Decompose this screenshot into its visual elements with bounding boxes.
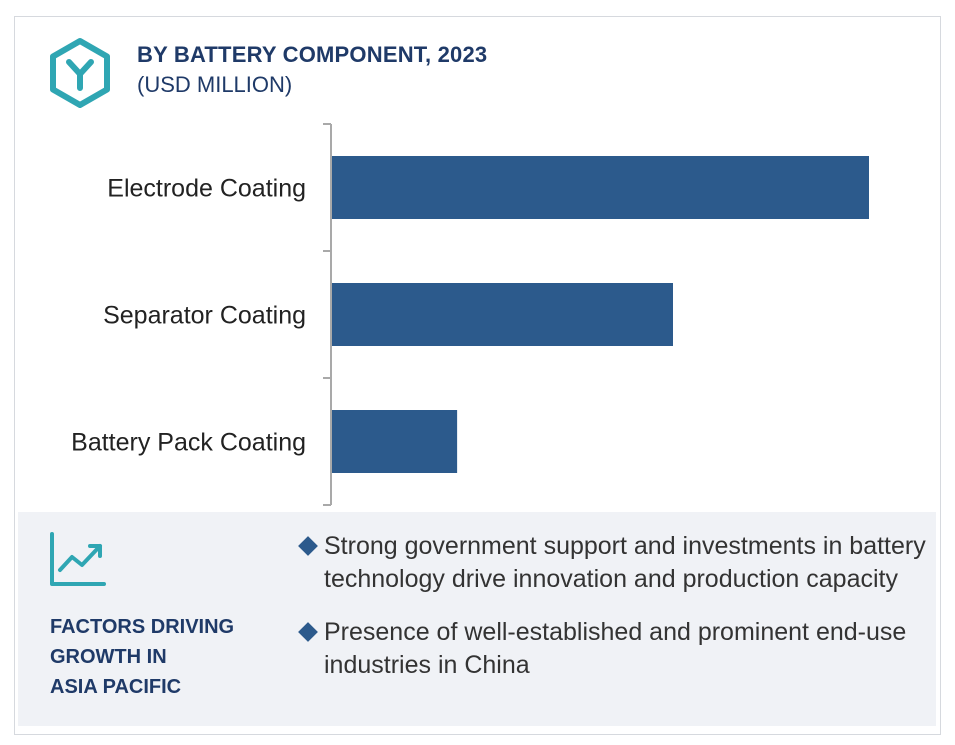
factor-item: Presence of well-established and promine… [298,616,928,682]
factors-heading: FACTORS DRIVING GROWTH IN ASIA PACIFIC [50,612,280,702]
factor-item: Strong government support and investment… [298,530,928,596]
category-label: Battery Pack Coating [71,429,306,457]
bar-battery-pack-coating [332,410,458,473]
trend-chart-icon [50,532,106,586]
chart-title: BY BATTERY COMPONENT, 2023 [137,42,488,67]
bar-chart: Electrode Coating Separator Coating Batter… [71,123,869,506]
hexagon-y-logo-icon [50,38,110,108]
factors-heading-line: GROWTH IN [50,646,167,668]
factors-heading-line: ASIA PACIFIC [50,676,182,698]
factors-list: Strong government support and investment… [298,530,928,702]
category-label: Electrode Coating [107,175,306,203]
bar-separator-coating [332,283,673,346]
category-label: Separator Coating [103,302,306,330]
factors-panel [18,512,936,726]
chart-subtitle: (USD MILLION) [137,72,293,97]
factor-text: Presence of well-established and promine… [324,618,907,679]
diamond-bullet-icon [298,622,318,642]
factors-heading-line: FACTORS DRIVING [50,616,235,638]
bar-electrode-coating [332,156,869,219]
factor-text: Strong government support and investment… [324,532,926,593]
diamond-bullet-icon [298,536,318,556]
